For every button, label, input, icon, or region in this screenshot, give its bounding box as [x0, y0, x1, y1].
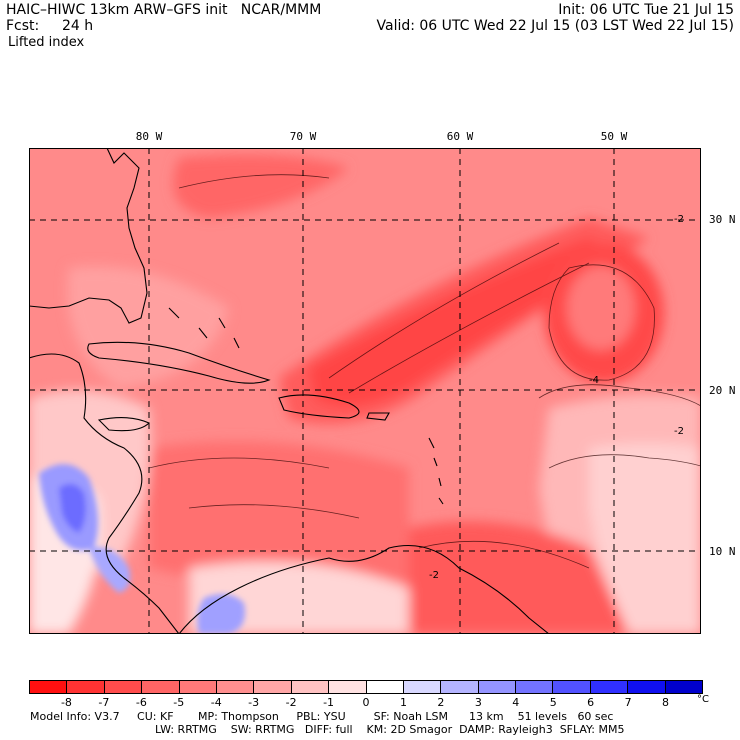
lon-label-70w: 70 W: [289, 130, 317, 143]
colorbar-cell: [628, 681, 666, 693]
lat-lon-grid: [29, 148, 701, 634]
colorbar: [29, 680, 703, 694]
colorbar-cell: [516, 681, 554, 693]
colorbar-tick-label: -2: [285, 696, 297, 709]
contour-label: -2: [674, 214, 684, 225]
colorbar-tick-label: 6: [587, 696, 595, 709]
lifted-index-map: -2 -4 -2 -2: [29, 148, 701, 634]
colorbar-cell: [478, 681, 517, 693]
lat-label-10n: 10 N: [709, 545, 736, 558]
colorbar-cell: [590, 681, 629, 693]
colorbar-cell: [441, 681, 479, 693]
contour-label: -2: [429, 570, 439, 581]
forecast-label: Fcst:: [6, 18, 40, 34]
colorbar-tick-label: 3: [474, 696, 482, 709]
coastlines: [29, 148, 550, 634]
lat-label-30n: 30 N: [709, 213, 736, 226]
valid-time: Valid: 06 UTC Wed 22 Jul 15 (03 LST Wed …: [376, 18, 735, 34]
model-title: HAIC–HIWC 13km ARW–GFS init NCAR/MMM: [6, 2, 322, 18]
colorbar-cell: [179, 681, 217, 693]
colorbar-cell: [254, 681, 292, 693]
colorbar-tick-label: 0: [362, 696, 370, 709]
colorbar-tick-label: -3: [248, 696, 260, 709]
contour-label: -2: [674, 426, 684, 437]
colorbar-tick-label: -6: [135, 696, 147, 709]
model-info-line-1: Model Info: V3.7 CU: KF MP: Thompson PBL…: [30, 710, 614, 723]
colorbar-tick-label: -7: [98, 696, 110, 709]
colorbar-tick-label: 2: [437, 696, 445, 709]
contour-lines: [148, 174, 701, 569]
colorbar-tick-label: -4: [210, 696, 222, 709]
colorbar-cell: [366, 681, 404, 693]
colorbar-cell: [291, 681, 330, 693]
colorbar-cell: [665, 681, 703, 693]
field-name: Lifted index: [8, 35, 85, 50]
colorbar-tick-label: -8: [60, 696, 72, 709]
colorbar-cell: [104, 681, 143, 693]
forecast-hour: 24 h: [62, 18, 94, 34]
colorbar-unit: °C: [697, 694, 709, 705]
colorbar-cell: [30, 681, 68, 693]
colorbar-tick-label: 7: [624, 696, 632, 709]
colorbar-tick-label: 5: [549, 696, 557, 709]
colorbar-tick-label: 8: [662, 696, 670, 709]
stable-regions: [39, 464, 245, 634]
lon-label-80w: 80 W: [135, 130, 163, 143]
colorbar-cell: [142, 681, 180, 693]
lon-label-50w: 50 W: [600, 130, 628, 143]
colorbar-cell: [67, 681, 105, 693]
colorbar-tick-label: -1: [323, 696, 335, 709]
colorbar-tick-label: 1: [399, 696, 407, 709]
colorbar-cell: [216, 681, 255, 693]
model-info-line-2: LW: RRTMG SW: RRTMG DIFF: full KM: 2D Sm…: [155, 723, 625, 736]
colorbar-tick-label: -5: [173, 696, 185, 709]
colorbar-cell: [553, 681, 591, 693]
contour-label: -4: [589, 375, 599, 386]
init-time: Init: 06 UTC Tue 21 Jul 15: [558, 2, 734, 18]
lon-label-60w: 60 W: [446, 130, 474, 143]
map-border: [29, 148, 701, 634]
field-shading: [29, 154, 701, 634]
lat-label-20n: 20 N: [709, 384, 736, 397]
colorbar-tick-label: 4: [512, 696, 520, 709]
colorbar-cell: [329, 681, 367, 693]
colorbar-cell: [403, 681, 442, 693]
